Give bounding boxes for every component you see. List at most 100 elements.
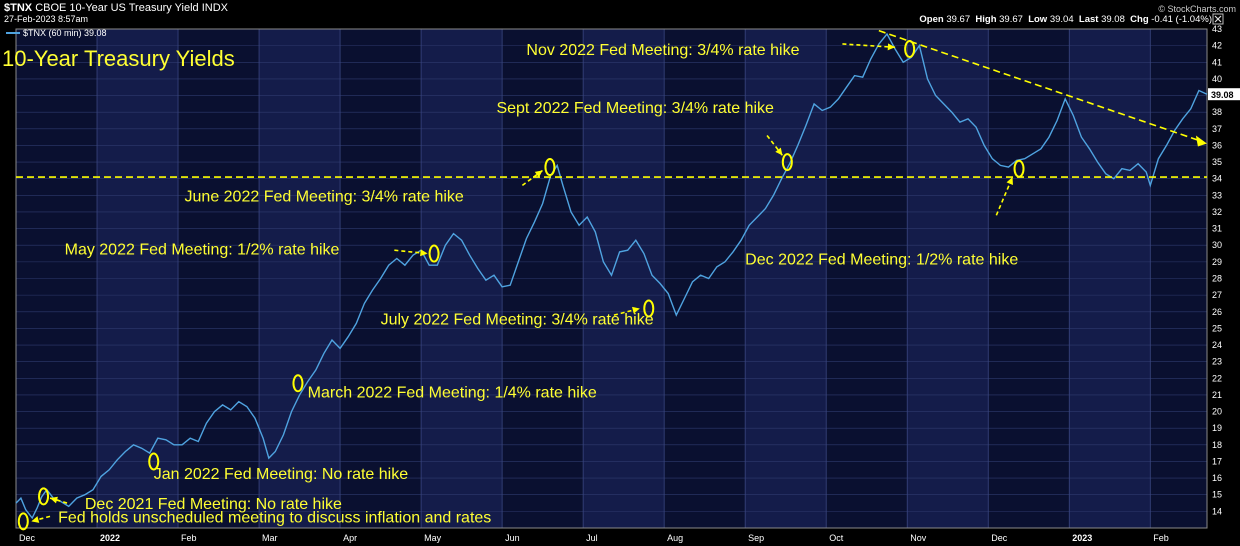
annotations: Fed holds unscheduled meeting to discuss… — [17, 39, 1025, 531]
annotation-label: Nov 2022 Fed Meeting: 3/4% rate hike — [526, 42, 799, 59]
y-tick-label: 17 — [1212, 456, 1222, 466]
trend-arrowhead — [1195, 135, 1207, 147]
annotation-label: Fed holds unscheduled meeting to discuss… — [58, 509, 491, 526]
y-tick-label: 29 — [1212, 257, 1222, 267]
y-tick-label: 22 — [1212, 373, 1222, 383]
series-group — [15, 32, 1208, 520]
y-tick-label: 38 — [1212, 107, 1222, 117]
annotation-marker — [544, 158, 556, 177]
annotation-arrowhead — [50, 496, 58, 504]
y-tick-label: 32 — [1212, 207, 1222, 217]
x-tick-label: 2022 — [100, 533, 120, 543]
overlay-lines — [16, 29, 1207, 178]
last-label: Last — [1078, 14, 1099, 25]
annotation-arrow — [394, 249, 428, 255]
x-tick-label: Dec — [19, 533, 36, 543]
y-tick-label: 37 — [1212, 124, 1222, 134]
low-label: Low — [1028, 14, 1048, 25]
x-tick-label: Dec — [991, 533, 1008, 543]
y-axis: 14 15 16 17 18 19 20 21 22 23 24 25 26 27 28 29 30 31 32 33… — [1208, 24, 1240, 516]
chg-label: Chg — [1130, 14, 1149, 25]
x-tick-label: Feb — [181, 533, 197, 543]
x-tick-label: Sep — [748, 533, 764, 543]
x-tick-label: May — [424, 533, 442, 543]
annotation-marker — [38, 487, 50, 506]
annotation-marker — [17, 512, 29, 531]
y-tick-label: 21 — [1212, 390, 1222, 400]
y-tick-label: 14 — [1212, 506, 1222, 516]
legend-label: $TNX (60 min) 39.08 — [23, 28, 107, 38]
annotation-arrowhead — [887, 43, 896, 51]
symbol-description: CBOE 10-Year US Treasury Yield INDX — [35, 2, 228, 14]
y-tick-label: 18 — [1212, 440, 1222, 450]
x-tick-label: Oct — [829, 533, 844, 543]
x-tick-label: Mar — [262, 533, 278, 543]
x-tick-label: Jun — [505, 533, 520, 543]
high-label: High — [975, 14, 997, 25]
low-value: 39.04 — [1049, 14, 1074, 25]
y-tick-label: 36 — [1212, 140, 1222, 150]
annotation-marker — [904, 39, 916, 58]
last-value-box — [1208, 88, 1240, 101]
y-tick-label: 16 — [1212, 473, 1222, 483]
annotation-marker — [148, 452, 160, 471]
annotation-arrowhead — [632, 306, 640, 314]
annotation-label: Dec 2022 Fed Meeting: 1/2% rate hike — [745, 252, 1018, 269]
chg-value: -0.41 (-1.04%) — [1151, 14, 1212, 25]
grid-lines — [15, 28, 1207, 528]
chart-title: 10-Year Treasury Yields — [2, 46, 235, 71]
y-tick-label: 43 — [1212, 24, 1222, 34]
annotation-label: June 2022 Fed Meeting: 3/4% rate hike — [185, 188, 464, 205]
x-axis: Dec 2022 Feb Mar Apr May Jun Jul Aug Sep Oct Nov Dec… — [19, 533, 1169, 543]
annotation-marker — [643, 299, 655, 318]
annotation-label: July 2022 Fed Meeting: 3/4% rate hike — [381, 311, 654, 328]
y-tick-label: 41 — [1212, 57, 1222, 67]
series-line — [15, 32, 1208, 520]
annotation-label: Jan 2022 Fed Meeting: No rate hike — [154, 466, 408, 483]
ohlc-readout: Open 39.67 High 39.67 Low 39.04 Last 39.… — [919, 14, 1212, 25]
y-tick-label: 25 — [1212, 323, 1222, 333]
y-tick-label: 19 — [1212, 423, 1222, 433]
x-tick-label: Feb — [1153, 533, 1169, 543]
symbol: $TNX — [4, 2, 33, 14]
annotation-label: May 2022 Fed Meeting: 1/2% rate hike — [65, 242, 340, 259]
x-tick-label: Jul — [586, 533, 598, 543]
high-value: 39.67 — [999, 14, 1023, 25]
y-tick-label: 35 — [1212, 157, 1222, 167]
y-tick-label: 15 — [1212, 490, 1222, 500]
open-value: 39.67 — [946, 14, 971, 25]
x-tick-label: Apr — [343, 533, 357, 543]
y-tick-label: 31 — [1212, 224, 1222, 234]
last-value: 39.08 — [1101, 14, 1125, 25]
y-tick-label: 26 — [1212, 307, 1222, 317]
x-tick-label: Nov — [910, 533, 927, 543]
annotation-label: Sept 2022 Fed Meeting: 3/4% rate hike — [496, 100, 774, 117]
close-icon[interactable] — [1212, 13, 1224, 25]
x-tick-label: 2023 — [1072, 533, 1092, 543]
annotation-marker — [428, 244, 440, 263]
annotation-arrowhead — [775, 147, 783, 156]
y-tick-label: 20 — [1212, 407, 1222, 417]
open-label: Open — [919, 14, 944, 25]
y-tick-label: 40 — [1212, 74, 1222, 84]
annotation-arrowhead — [1006, 177, 1013, 186]
chart-datetime: 27-Feb-2023 8:57am — [4, 14, 89, 24]
y-tick-label: 23 — [1212, 357, 1222, 367]
chart-credit: © StockCharts.com — [1158, 4, 1236, 14]
y-tick-label: 27 — [1212, 290, 1222, 300]
annotation-arrowhead — [534, 170, 543, 178]
y-tick-label: 33 — [1212, 190, 1222, 200]
trend-line — [878, 29, 1200, 142]
annotation-arrowhead — [31, 516, 40, 523]
plot-frame — [15, 28, 1208, 529]
x-tick-label: Aug — [667, 533, 683, 543]
annotation-arrow — [842, 43, 896, 49]
annotation-label: Dec 2021 Fed Meeting: No rate hike — [85, 496, 342, 513]
annotation-marker — [781, 153, 793, 172]
y-tick-label: 34 — [1212, 174, 1222, 184]
annotation-arrowhead — [420, 249, 428, 257]
last-value-label: 39.08 — [1211, 90, 1234, 100]
y-tick-label: 42 — [1212, 41, 1222, 51]
y-tick-label: 30 — [1212, 240, 1222, 250]
